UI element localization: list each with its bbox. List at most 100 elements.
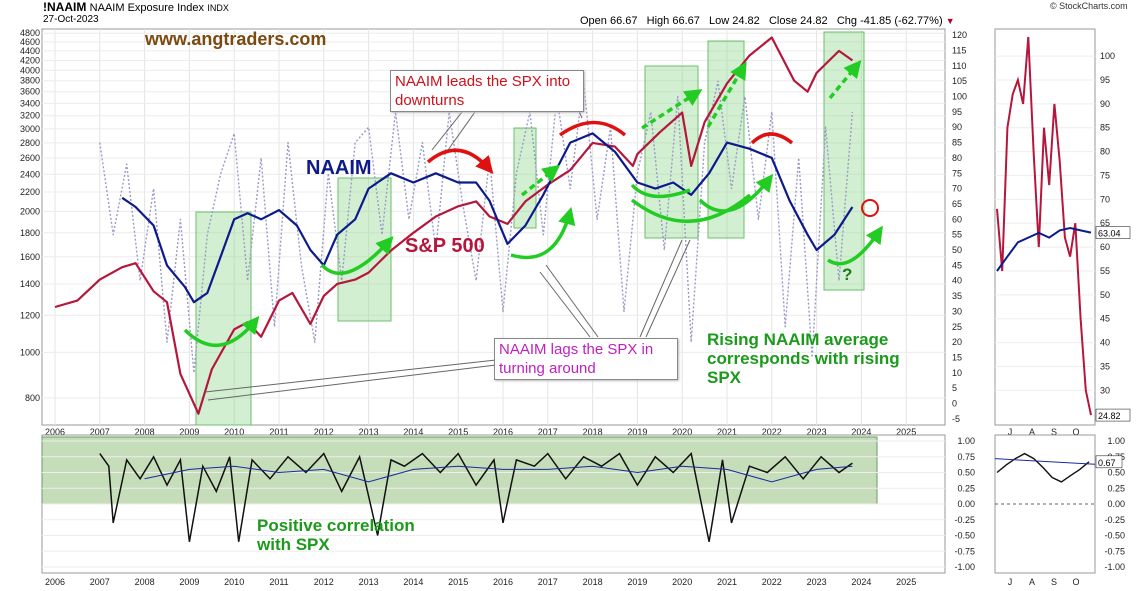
side-corr: 1.000.750.500.250.00-0.25-0.50-0.75-1.00… [994, 436, 1125, 572]
left-tick-label: 4400 [20, 46, 40, 56]
green-dash-arrow-2023 [828, 59, 862, 100]
side-corr-x-tick-label: A [1029, 577, 1035, 587]
side-tick-label: 100 [1100, 51, 1115, 61]
side-x-tick-label: J [1008, 427, 1013, 437]
leader-lags-3 [539, 271, 591, 338]
right-tick-label: 0 [952, 399, 957, 409]
credit: © StockCharts.com [1050, 1, 1128, 11]
latest-value-circle [861, 199, 879, 217]
corr-x-tick-label: 2016 [493, 577, 513, 587]
side-tick-label: 60 [1100, 242, 1110, 252]
side-tick-label: 85 [1100, 123, 1110, 133]
side-line-avg [996, 226, 1092, 272]
side-corr-x-tick-label: O [1072, 577, 1079, 587]
green-curve-2019b [630, 193, 752, 223]
corr-x-tick-label: 2015 [448, 577, 468, 587]
right-tick-label: 115 [952, 45, 966, 55]
x-tick-label: 2006 [45, 427, 65, 437]
right-tick-label: 95 [952, 107, 962, 117]
corr-x-tick-label: 2017 [538, 577, 558, 587]
side-corr-tick-label: -0.25 [1104, 515, 1125, 525]
x-axis-corr: 2006 2007 2008 2009 2010 2011 2012 2013 2014 2015… [45, 577, 916, 587]
green-arrow-2009 [183, 315, 260, 347]
x-tick-label: 2010 [224, 427, 244, 437]
symbol: !NAAIM [43, 0, 87, 14]
corr-series [99, 452, 853, 542]
x-tick-label: 2022 [762, 427, 782, 437]
x-tick-label: 2012 [314, 427, 334, 437]
x-tick-label: 2013 [359, 427, 379, 437]
left-tick-label: 4200 [20, 55, 40, 65]
leader-lags-2 [204, 359, 497, 393]
side-series: 63.04 24.82 [996, 36, 1131, 422]
x-tick-label: 2014 [403, 427, 423, 437]
annotation-arrows [183, 59, 883, 347]
leader-lags-5 [639, 239, 683, 338]
right-tick-label: 35 [952, 291, 962, 301]
naaim-last-tag-text: 24.82 [1098, 411, 1121, 421]
corr-tag-text: 0.67 [1098, 458, 1116, 468]
left-tick-label: 2800 [20, 138, 40, 148]
x-tick-label: 2021 [717, 427, 737, 437]
corr-x-tick-label: 2019 [627, 577, 647, 587]
right-tick-label: 75 [952, 168, 962, 178]
left-tick-label: 2600 [20, 153, 40, 163]
side-corr-line [996, 452, 1090, 483]
left-tick-label: 4600 [20, 37, 40, 47]
corr-grid [42, 440, 945, 568]
right-tick-label: 65 [952, 199, 962, 209]
side-corr-x-tick-label: S [1051, 577, 1057, 587]
side-tick-label: 90 [1100, 99, 1110, 109]
highlight-box-2016 [513, 127, 537, 229]
symbol-title: !NAAIM NAAIM Exposure Index INDX [43, 0, 229, 14]
left-tick-label: 3800 [20, 76, 40, 86]
date: 27-Oct-2023 [43, 14, 99, 25]
corr-tick-label: 0.00 [957, 499, 975, 509]
side-tick-label: 50 [1100, 290, 1110, 300]
highlight-box-2023 [823, 31, 865, 291]
exchange: INDX [207, 3, 229, 13]
x-tick-label: 2019 [627, 427, 647, 437]
corr-x-tick-label: 2008 [135, 577, 155, 587]
leader-lags-4 [545, 264, 599, 338]
corr-x-tick-label: 2006 [45, 577, 65, 587]
left-tick-label: 3400 [20, 98, 40, 108]
naaim-avg-tag: 63.04 [1095, 226, 1131, 239]
side-corr-tick-label: 0.00 [1107, 499, 1125, 509]
spx-label: S&P 500 [405, 235, 485, 257]
x-tick-label: 2009 [179, 427, 199, 437]
side-tick-label: 40 [1100, 338, 1110, 348]
question-mark: ? [842, 265, 853, 284]
side-tick-label: 55 [1100, 266, 1110, 276]
side-tick-label: 70 [1100, 194, 1110, 204]
side-tick-label: 45 [1100, 314, 1110, 324]
green-curve-2019a [630, 183, 691, 199]
corr-x-tick-label: 2021 [717, 577, 737, 587]
left-tick-label: 4000 [20, 65, 40, 75]
naaim-label: NAAIM [306, 157, 372, 179]
callout-lags: NAAIM lags the SPX in turning around [494, 338, 678, 380]
corr-x-tick-label: 2007 [90, 577, 110, 587]
right-tick-label: 30 [952, 306, 962, 316]
quote-line: Open 66.67 High 66.67 Low 24.82 Close 24… [580, 15, 955, 27]
left-tick-label: 4800 [20, 28, 40, 38]
right-tick-label: 105 [952, 76, 967, 86]
right-tick-label: 55 [952, 230, 962, 240]
corr-x-tick-label: 2011 [269, 577, 288, 587]
right-tick-label: 5 [952, 383, 957, 393]
red-arc-2018 [558, 120, 627, 137]
corr-tick-label: -0.25 [954, 515, 975, 525]
series-line-naaim [121, 132, 854, 304]
red-arrow-2014 [426, 148, 494, 174]
corr-x-tick-label: 2023 [807, 577, 827, 587]
left-tick-label: 800 [25, 393, 40, 403]
corr-line-avg [144, 465, 853, 483]
side-corr-avg [994, 458, 1096, 465]
left-tick-label: 3200 [20, 111, 40, 121]
x-tick-label: 2018 [583, 427, 603, 437]
leader-lags-1 [207, 364, 497, 401]
corr-x-tick-label: 2022 [762, 577, 782, 587]
positive-note: Positive correlation with SPX [257, 516, 415, 554]
side-x-tick-label: O [1072, 427, 1079, 437]
